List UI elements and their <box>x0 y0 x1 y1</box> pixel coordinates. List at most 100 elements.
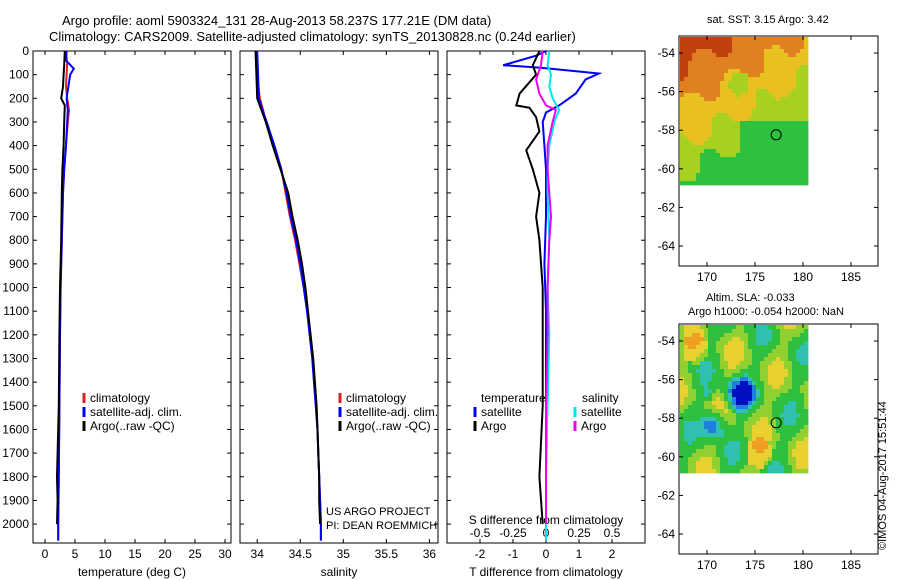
map-cell <box>768 429 773 434</box>
map-cell <box>720 133 725 138</box>
map-cell <box>736 129 741 134</box>
y-tick-label: 1800 <box>2 470 29 484</box>
map-cell <box>720 461 725 466</box>
map-cell <box>788 357 793 362</box>
map-cell <box>780 69 785 74</box>
map-cell <box>772 441 777 446</box>
map-cell <box>780 365 785 370</box>
map-cell <box>732 101 737 106</box>
map-cell <box>708 105 713 110</box>
map-cell <box>684 73 689 78</box>
map-cell <box>688 181 693 186</box>
map-cell <box>708 169 713 174</box>
map-cell <box>700 361 705 366</box>
map-cell <box>680 173 685 178</box>
map-cell <box>740 373 745 378</box>
map-cell <box>732 433 737 438</box>
map-cell <box>792 157 797 162</box>
map-cell <box>768 349 773 354</box>
map-cell <box>780 173 785 178</box>
map-cell <box>788 401 793 406</box>
map-cell <box>680 389 685 394</box>
map-cell <box>740 85 745 90</box>
map-cell <box>740 357 745 362</box>
map-cell <box>748 113 753 118</box>
map-cell <box>772 333 777 338</box>
map-cell <box>784 101 789 106</box>
map-cell <box>768 85 773 90</box>
map-cell <box>788 389 793 394</box>
map-cell <box>764 61 769 66</box>
map-cell <box>732 405 737 410</box>
map-cell <box>788 405 793 410</box>
map-cell <box>796 65 801 70</box>
map-cell <box>704 449 709 454</box>
map-cell <box>704 81 709 86</box>
map-cell <box>792 109 797 114</box>
map-cell <box>792 77 797 82</box>
map-cell <box>680 133 685 138</box>
map-cell <box>744 109 749 114</box>
map-cell <box>728 389 733 394</box>
map-cell <box>680 369 685 374</box>
map-cell <box>784 325 789 330</box>
map-cell <box>692 181 697 186</box>
map-cell <box>804 117 809 122</box>
map-cell <box>712 409 717 414</box>
map-cell <box>724 101 729 106</box>
map-cell <box>764 373 769 378</box>
map-cell <box>708 85 713 90</box>
map-cell <box>792 37 797 42</box>
map-cell <box>736 65 741 70</box>
map-cell <box>704 97 709 102</box>
map-cell <box>712 353 717 358</box>
map-cell <box>692 429 697 434</box>
map-cell <box>804 85 809 90</box>
map-cell <box>744 345 749 350</box>
map-cell <box>680 97 685 102</box>
map-cell <box>764 345 769 350</box>
map-cell <box>708 141 713 146</box>
map-cell <box>768 453 773 458</box>
map-cell <box>788 457 793 462</box>
map-cell <box>768 377 773 382</box>
map-cell <box>780 125 785 130</box>
map-cell <box>692 457 697 462</box>
map-cell <box>720 385 725 390</box>
map-cell <box>712 393 717 398</box>
map-cell <box>744 181 749 186</box>
map-cell <box>704 353 709 358</box>
map-cell <box>736 109 741 114</box>
map-cell <box>764 153 769 158</box>
map-cell <box>804 145 809 150</box>
map-cell <box>800 77 805 82</box>
map-cell <box>680 73 685 78</box>
map-cell <box>804 125 809 130</box>
map-cell <box>788 425 793 430</box>
map-cell <box>692 425 697 430</box>
y-tick-label: 1300 <box>2 352 29 366</box>
map-cell <box>696 133 701 138</box>
map-cell <box>720 85 725 90</box>
map-cell <box>804 397 809 402</box>
map-cell <box>744 161 749 166</box>
map-cell <box>776 165 781 170</box>
map-cell <box>792 101 797 106</box>
map-cell <box>792 341 797 346</box>
legend-header-temperature: temperature <box>481 391 546 405</box>
map-cell <box>720 449 725 454</box>
map-cell <box>768 441 773 446</box>
map-cell <box>740 389 745 394</box>
map-cell <box>684 453 689 458</box>
map-cell <box>708 341 713 346</box>
map-cell <box>772 353 777 358</box>
map-cell <box>692 389 697 394</box>
map-cell <box>712 345 717 350</box>
map-cell <box>700 89 705 94</box>
map-cell <box>688 445 693 450</box>
map-cell <box>712 133 717 138</box>
map-cell <box>796 117 801 122</box>
x-tick-label: -2 <box>475 547 486 561</box>
map-cell <box>744 361 749 366</box>
map-cell <box>784 65 789 70</box>
